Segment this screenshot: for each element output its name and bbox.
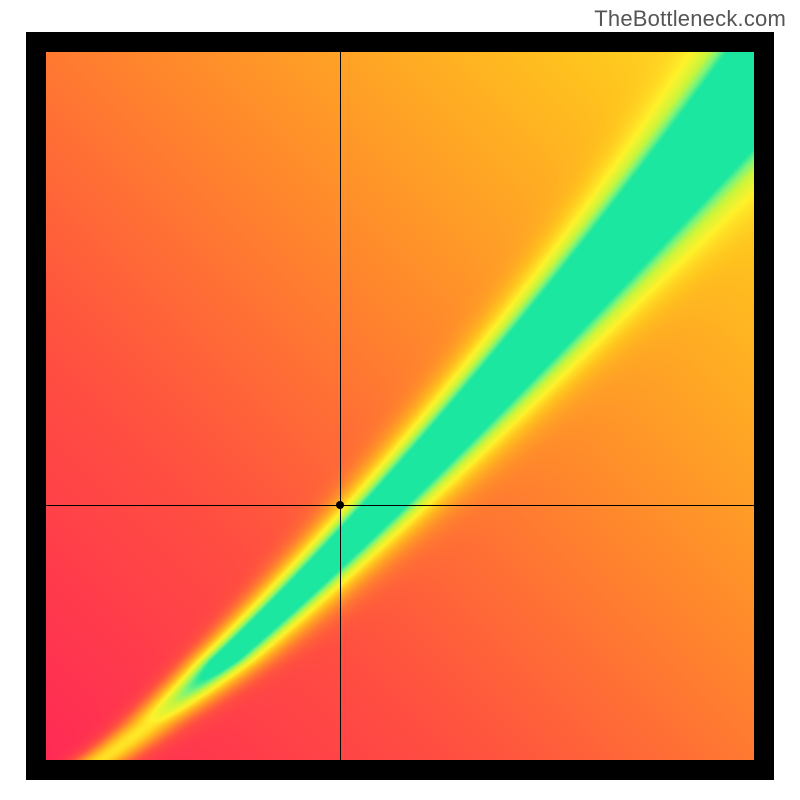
crosshair-horizontal	[46, 505, 754, 506]
marker-dot	[336, 501, 344, 509]
crosshair-vertical	[340, 52, 341, 760]
watermark-text: TheBottleneck.com	[594, 6, 786, 32]
root: TheBottleneck.com	[0, 0, 800, 800]
heatmap-canvas	[46, 52, 754, 760]
plot-area	[46, 52, 754, 760]
